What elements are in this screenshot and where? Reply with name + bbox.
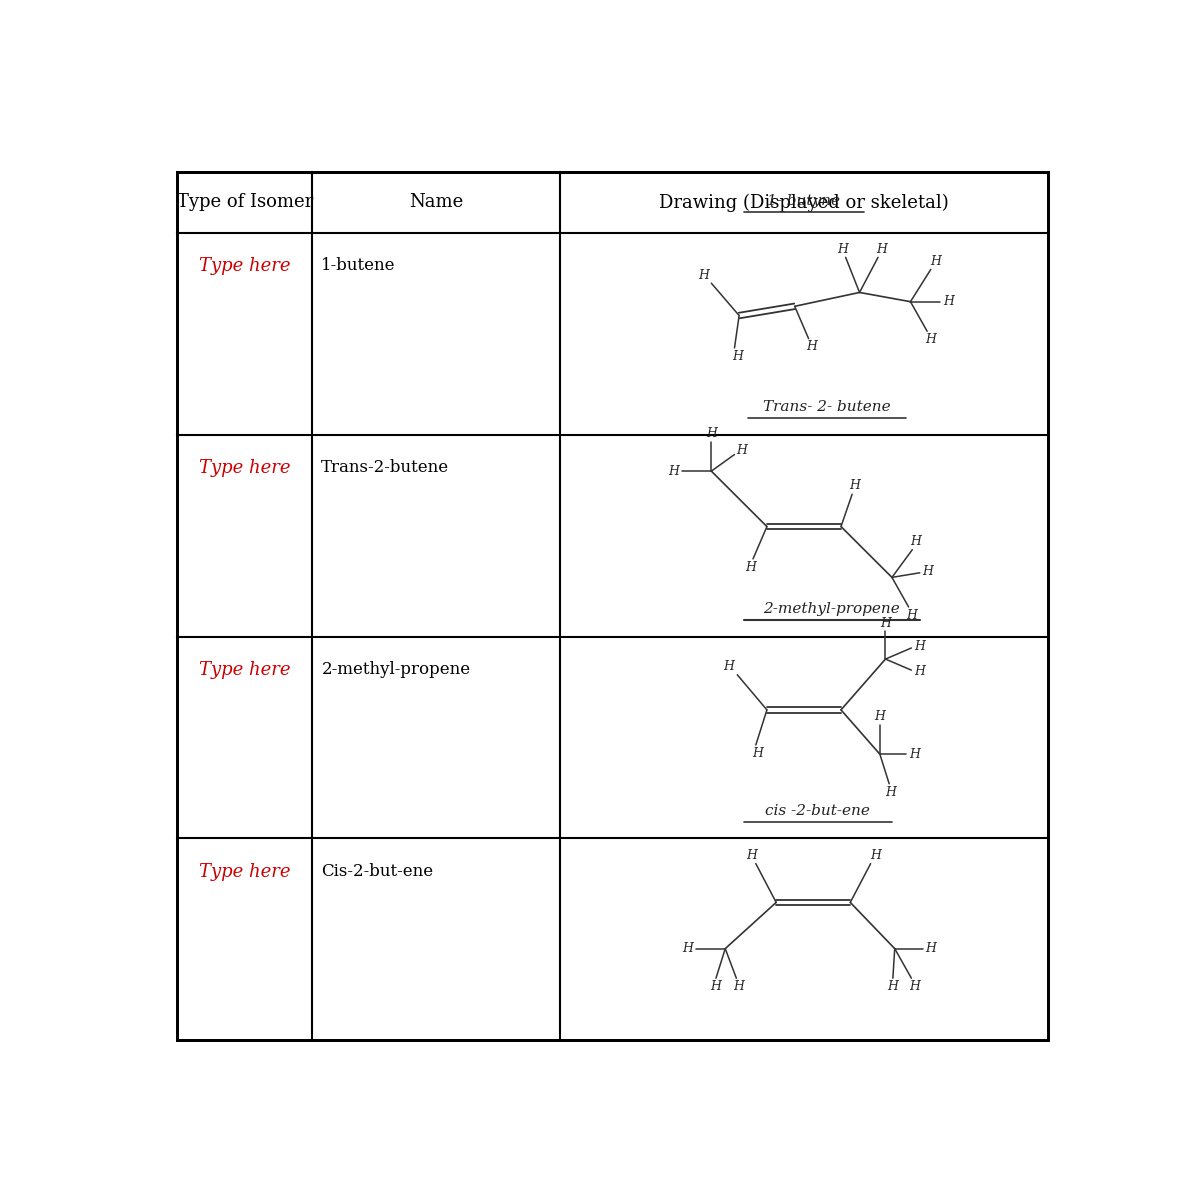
Text: H: H <box>906 608 917 622</box>
Text: H: H <box>923 565 933 578</box>
Text: H: H <box>733 980 743 994</box>
Text: H: H <box>838 242 848 256</box>
Text: 1- butyne: 1- butyne <box>767 193 840 208</box>
Text: H: H <box>706 427 717 439</box>
Text: H: H <box>943 295 954 308</box>
Text: Drawing (Displayed or skeletal): Drawing (Displayed or skeletal) <box>660 193 949 211</box>
Text: cis -2-but-ene: cis -2-but-ene <box>766 804 870 817</box>
Text: Trans- 2- butene: Trans- 2- butene <box>764 400 891 414</box>
Text: H: H <box>850 480 860 492</box>
Text: 2-methyl-propene: 2-methyl-propene <box>764 602 900 616</box>
Text: Type here: Type here <box>198 460 290 478</box>
Text: H: H <box>925 334 936 346</box>
Text: Name: Name <box>409 193 464 211</box>
Text: Type of Isomer: Type of Isomer <box>177 193 313 211</box>
Text: H: H <box>731 349 743 362</box>
Text: H: H <box>880 617 891 630</box>
Text: H: H <box>699 269 710 282</box>
Text: Cis-2-but-ene: Cis-2-but-ene <box>321 863 434 880</box>
Text: Type here: Type here <box>198 257 290 275</box>
Text: H: H <box>736 444 747 457</box>
Text: H: H <box>908 980 920 994</box>
Text: H: H <box>668 464 679 478</box>
Text: H: H <box>911 535 921 548</box>
Text: H: H <box>914 666 925 678</box>
Text: 1-butene: 1-butene <box>321 257 396 275</box>
Text: H: H <box>908 748 920 761</box>
Text: 2-methyl-propene: 2-methyl-propene <box>321 661 471 678</box>
Text: H: H <box>925 942 936 955</box>
Text: Type here: Type here <box>198 661 290 679</box>
Text: Type here: Type here <box>198 863 290 881</box>
Text: Trans-2-butene: Trans-2-butene <box>321 460 449 476</box>
Text: H: H <box>930 254 940 268</box>
Text: H: H <box>885 786 896 799</box>
Text: H: H <box>870 848 881 862</box>
Text: H: H <box>682 942 693 955</box>
Text: H: H <box>711 980 722 994</box>
Text: H: H <box>752 746 764 760</box>
Text: H: H <box>914 640 925 653</box>
Text: H: H <box>875 710 885 722</box>
Text: H: H <box>876 242 887 256</box>
Text: H: H <box>805 341 817 354</box>
Text: H: H <box>723 660 735 673</box>
Text: H: H <box>746 848 756 862</box>
Text: H: H <box>888 980 899 994</box>
Text: H: H <box>744 560 755 574</box>
